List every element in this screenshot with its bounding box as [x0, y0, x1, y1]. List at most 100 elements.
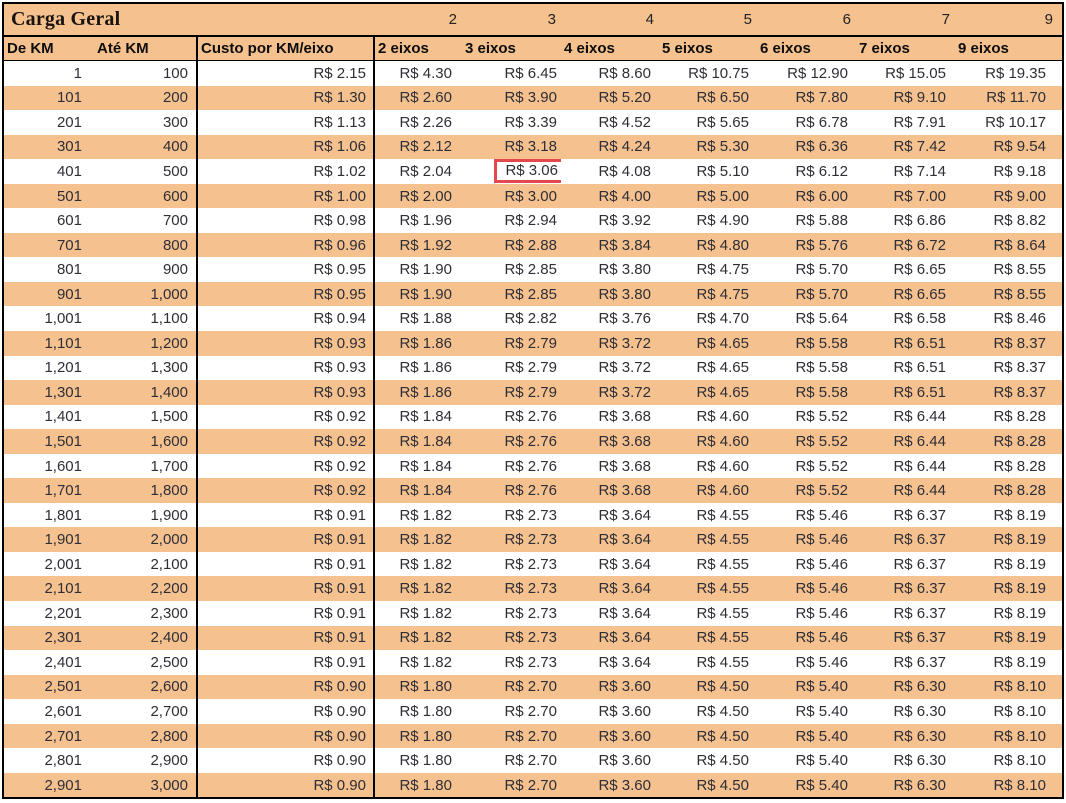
table-cell[interactable]: R$ 4.75	[696, 285, 749, 303]
table-cell[interactable]: R$ 8.19	[993, 531, 1046, 549]
table-cell[interactable]: R$ 8.19	[993, 506, 1046, 524]
table-cell[interactable]: R$ 6.44	[893, 408, 946, 426]
column-header-cell[interactable]: 3 eixos	[465, 40, 516, 57]
table-cell[interactable]: R$ 0.92	[198, 453, 375, 479]
table-cell[interactable]: 201	[56, 113, 82, 131]
table-cell[interactable]: 2,301	[44, 629, 82, 647]
table-cell[interactable]: R$ 2.88	[504, 236, 557, 254]
table-cell[interactable]: 101	[56, 89, 82, 107]
table-cell[interactable]: R$ 3.64	[598, 580, 651, 598]
table-cell[interactable]: R$ 5.46	[795, 555, 848, 573]
table-cell[interactable]: 1,501	[44, 432, 82, 450]
table-cell[interactable]: R$ 8.10	[993, 776, 1046, 794]
table-cell[interactable]: R$ 0.91	[198, 527, 375, 552]
table-cell[interactable]: R$ 8.55	[993, 261, 1046, 279]
table-cell[interactable]: R$ 6.37	[893, 653, 946, 671]
table-cell[interactable]: R$ 15.05	[885, 64, 946, 82]
table-cell[interactable]: R$ 5.46	[795, 580, 848, 598]
table-cell[interactable]: 2,401	[44, 653, 82, 671]
table-cell[interactable]: R$ 0.91	[198, 551, 375, 577]
table-cell[interactable]: R$ 3.84	[598, 236, 651, 254]
table-cell[interactable]: R$ 8.46	[993, 310, 1046, 328]
table-cell[interactable]: R$ 1.96	[399, 212, 452, 230]
table-cell[interactable]: R$ 2.70	[504, 727, 557, 745]
table-cell[interactable]: R$ 4.52	[598, 113, 651, 131]
table-cell[interactable]: 1,101	[44, 334, 82, 352]
table-cell[interactable]: R$ 1.06	[198, 134, 375, 160]
table-cell[interactable]: R$ 3.60	[598, 752, 651, 770]
table-cell[interactable]: 1	[73, 64, 82, 82]
table-cell[interactable]: R$ 5.40	[795, 752, 848, 770]
table-cell[interactable]: 2,200	[94, 576, 198, 602]
table-cell[interactable]: R$ 1.82	[399, 531, 452, 549]
table-cell[interactable]: R$ 3.64	[598, 555, 651, 573]
table-cell[interactable]: R$ 6.44	[893, 457, 946, 475]
table-cell[interactable]: R$ 6.45	[504, 64, 557, 82]
table-cell[interactable]: R$ 1.84	[399, 482, 452, 500]
table-cell[interactable]: R$ 9.10	[893, 89, 946, 107]
table-cell[interactable]: R$ 2.70	[504, 776, 557, 794]
table-cell[interactable]: 2,800	[94, 723, 198, 749]
table-cell[interactable]: R$ 11.70	[986, 89, 1046, 107]
table-cell[interactable]: R$ 5.52	[795, 432, 848, 450]
table-cell[interactable]: R$ 2.70	[504, 702, 557, 720]
column-header-cell[interactable]: 9 eixos	[958, 40, 1009, 57]
table-cell[interactable]: R$ 3.90	[504, 89, 557, 107]
table-cell[interactable]: R$ 8.10	[993, 678, 1046, 696]
table-cell[interactable]: R$ 0.93	[198, 331, 375, 356]
table-cell[interactable]: 2,100	[94, 551, 198, 577]
table-cell[interactable]: R$ 3.18	[504, 138, 557, 156]
table-cell[interactable]: R$ 6.37	[893, 555, 946, 573]
table-cell[interactable]: R$ 5.00	[696, 187, 749, 205]
table-cell[interactable]: R$ 2.73	[504, 531, 557, 549]
table-cell[interactable]: 100	[94, 61, 198, 86]
table-cell[interactable]: R$ 5.40	[795, 727, 848, 745]
column-header-cell[interactable]: 6 eixos	[760, 40, 811, 57]
table-cell[interactable]: R$ 0.94	[198, 306, 375, 332]
table-cell[interactable]: 1,601	[44, 457, 82, 475]
table-cell[interactable]: 1,100	[94, 306, 198, 332]
table-cell[interactable]: R$ 1.80	[399, 776, 452, 794]
table-cell[interactable]: R$ 1.13	[198, 110, 375, 135]
table-cell[interactable]: R$ 4.50	[696, 776, 749, 794]
table-cell[interactable]: R$ 1.90	[399, 285, 452, 303]
table-cell[interactable]: R$ 3.68	[598, 408, 651, 426]
table-cell[interactable]: 1,001	[44, 310, 82, 328]
table-cell[interactable]: R$ 19.35	[985, 64, 1046, 82]
table-cell[interactable]: R$ 6.51	[893, 334, 946, 352]
table-cell[interactable]: 1,900	[94, 502, 198, 528]
table-cell[interactable]: R$ 2.73	[504, 506, 557, 524]
table-cell[interactable]: R$ 6.37	[893, 604, 946, 622]
table-cell[interactable]: R$ 5.52	[795, 482, 848, 500]
table-cell[interactable]: R$ 3.06	[462, 159, 561, 184]
table-cell[interactable]: R$ 5.76	[795, 236, 848, 254]
table-cell[interactable]: R$ 5.65	[696, 113, 749, 131]
table-cell[interactable]: R$ 6.00	[795, 187, 848, 205]
table-cell[interactable]: 2,001	[44, 555, 82, 573]
table-cell[interactable]: R$ 2.73	[504, 555, 557, 573]
table-cell[interactable]: 300	[94, 110, 198, 135]
table-cell[interactable]: 2,000	[94, 527, 198, 552]
table-cell[interactable]: R$ 8.37	[993, 334, 1046, 352]
column-header-cell[interactable]: 2 eixos	[378, 40, 429, 57]
table-cell[interactable]: R$ 3.76	[598, 310, 651, 328]
table-cell[interactable]: R$ 3.68	[598, 432, 651, 450]
table-cell[interactable]: R$ 4.24	[598, 138, 651, 156]
table-cell[interactable]: R$ 5.88	[795, 212, 848, 230]
table-cell[interactable]: R$ 6.36	[795, 138, 848, 156]
table-cell[interactable]: R$ 8.82	[993, 212, 1046, 230]
table-cell[interactable]: R$ 5.64	[795, 310, 848, 328]
table-cell[interactable]: R$ 6.78	[795, 113, 848, 131]
table-cell[interactable]: 1,200	[94, 331, 198, 356]
table-cell[interactable]: R$ 0.95	[198, 281, 375, 307]
table-cell[interactable]: R$ 4.55	[696, 506, 749, 524]
table-cell[interactable]: R$ 4.55	[696, 555, 749, 573]
table-cell[interactable]: R$ 1.30	[198, 85, 375, 111]
table-cell[interactable]: R$ 6.86	[893, 212, 946, 230]
table-cell[interactable]: 1,000	[94, 281, 198, 307]
table-cell[interactable]: R$ 6.65	[893, 261, 946, 279]
table-cell[interactable]: R$ 6.30	[893, 678, 946, 696]
table-cell[interactable]: R$ 1.82	[399, 555, 452, 573]
table-cell[interactable]: 1,700	[94, 453, 198, 479]
table-cell[interactable]: 2,400	[94, 625, 198, 651]
